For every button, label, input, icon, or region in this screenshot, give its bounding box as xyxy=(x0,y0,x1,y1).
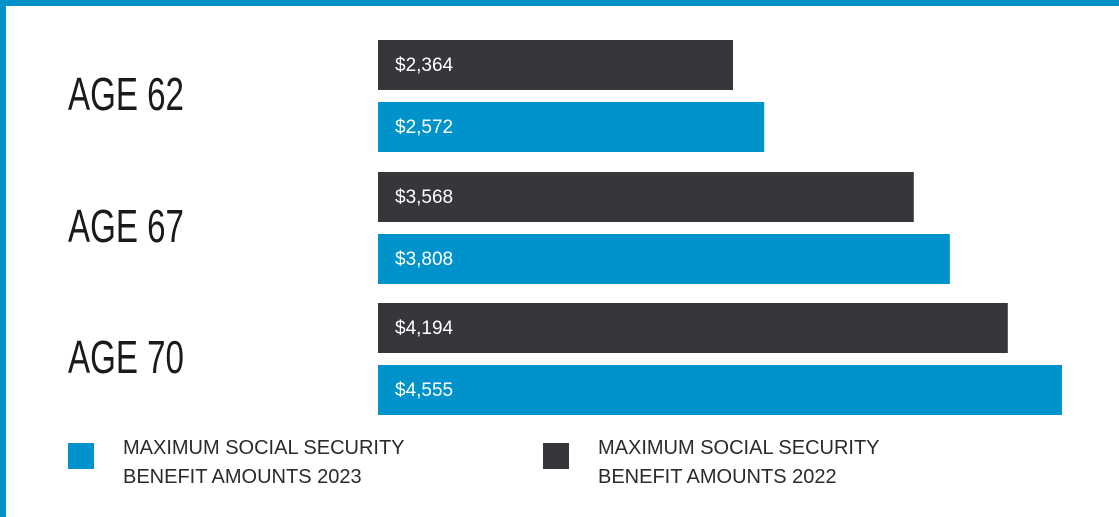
category-label: AGE 70 xyxy=(68,333,184,383)
legend-swatch xyxy=(543,443,569,469)
bar xyxy=(378,172,914,222)
legend-label: MAXIMUM SOCIAL SECURITY BENEFIT AMOUNTS … xyxy=(598,437,880,488)
bar xyxy=(378,365,1062,415)
legend-swatch xyxy=(68,443,94,469)
legend-label: MAXIMUM SOCIAL SECURITY BENEFIT AMOUNTS … xyxy=(123,437,405,488)
value-label: $2,572 xyxy=(395,117,453,138)
bar xyxy=(378,102,765,152)
category-label: AGE 67 xyxy=(68,202,184,252)
chart: AGE 62 $2,364 $2,572 AGE 67 $3,568 $3,808 AGE … xyxy=(68,40,1062,415)
bar xyxy=(378,40,733,90)
value-label: $4,555 xyxy=(395,380,453,401)
value-label: $3,808 xyxy=(395,249,453,270)
value-label: $3,568 xyxy=(395,187,453,208)
value-label: $4,194 xyxy=(395,318,454,339)
category-label: AGE 62 xyxy=(68,70,184,120)
value-label: $2,364 xyxy=(395,55,454,76)
bar xyxy=(378,303,1008,353)
bar xyxy=(378,234,950,284)
